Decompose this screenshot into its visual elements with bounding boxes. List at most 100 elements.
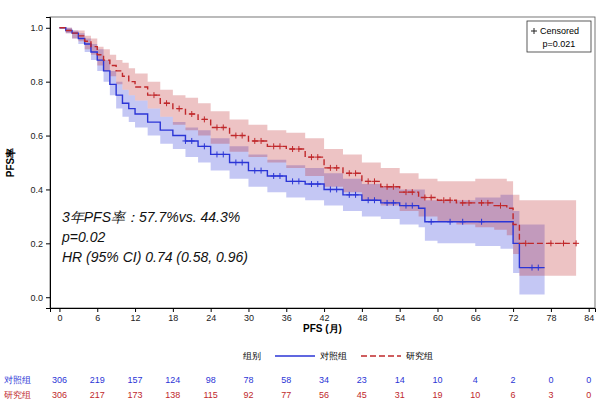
risk-count: 157: [128, 375, 143, 385]
x-axis: 0612182430364248546066727884: [51, 308, 596, 323]
risk-count: 56: [319, 390, 329, 400]
x-tick: 72: [509, 308, 519, 323]
x-tick-mark: [248, 308, 249, 312]
censor-mark: [422, 195, 428, 201]
y-axis-line: [46, 18, 51, 309]
x-tick: 0: [57, 308, 62, 323]
censor-mark: [353, 192, 359, 198]
censor-mark: [201, 143, 207, 149]
censor-mark: [403, 189, 409, 195]
y-tick-label: 0.4: [30, 185, 43, 195]
censor-mark: [277, 173, 283, 179]
x-tick-mark: [513, 308, 514, 312]
y-tick-label: 0.2: [30, 239, 43, 249]
x-axis-line: [51, 309, 596, 313]
risk-count: 45: [357, 390, 367, 400]
annotation: p=0.02: [61, 229, 105, 245]
censor-mark: [497, 203, 503, 209]
chart: 06121824303642485460667278840.00.20.40.6…: [0, 0, 614, 416]
censor-mark: [271, 173, 277, 179]
x-tick-label: 24: [206, 313, 216, 323]
x-tick: 24: [206, 308, 216, 323]
risk-count: 4: [473, 375, 478, 385]
risk-count: 219: [90, 375, 105, 385]
x-tick-label: 36: [282, 313, 292, 323]
risk-count: 10: [470, 390, 480, 400]
x-tick-label: 54: [395, 313, 405, 323]
x-tick: 6: [95, 308, 100, 323]
x-tick-mark: [173, 308, 174, 312]
y-tick-label: 0.6: [30, 131, 43, 141]
y-tick: 1.0: [30, 23, 50, 33]
y-tick: 0.2: [30, 239, 50, 249]
x-tick-label: 42: [320, 313, 330, 323]
censor-mark: [384, 184, 390, 190]
risk-count: 2: [511, 375, 516, 385]
censor-mark: [239, 160, 245, 166]
y-axis: 0.00.20.40.60.81.0: [30, 18, 50, 309]
x-tick: 48: [357, 308, 367, 323]
censor-legend-label: Censored: [540, 26, 579, 36]
risk-count: 19: [432, 390, 442, 400]
risk-count: 124: [165, 375, 180, 385]
y-tick-mark: [46, 243, 50, 244]
x-tick-mark: [589, 308, 590, 312]
y-tick-mark: [46, 136, 50, 137]
censor-mark: [409, 203, 415, 209]
censor-mark: [479, 200, 485, 206]
risk-count: 78: [243, 375, 253, 385]
censor-mark: [189, 138, 195, 144]
censor-mark: [390, 184, 396, 190]
risk-row-label: 研究组: [4, 390, 31, 400]
censor-mark: [220, 151, 226, 157]
risk-count: 23: [357, 375, 367, 385]
censor-mark: [428, 219, 434, 225]
censor-mark: [334, 165, 340, 171]
x-tick: 30: [244, 308, 254, 323]
legend: 组别对照组研究组: [243, 351, 433, 361]
risk-count: 92: [243, 390, 253, 400]
censor-mark: [428, 195, 434, 201]
censor-mark: [447, 219, 453, 225]
x-tick-label: 60: [433, 313, 443, 323]
x-tick-label: 84: [584, 313, 594, 323]
censor-mark: [403, 203, 409, 209]
censor-mark: [308, 181, 314, 187]
survival-line: [59, 28, 544, 268]
censor-mark: [371, 178, 377, 184]
censor-mark: [548, 240, 554, 246]
x-tick: 42: [320, 308, 330, 323]
x-tick-mark: [551, 308, 552, 312]
censor-mark: [327, 186, 333, 192]
censor-mark: [573, 240, 579, 246]
x-tick-mark: [286, 308, 287, 312]
y-tick-label: 0.8: [30, 77, 43, 87]
x-tick-label: 66: [471, 313, 481, 323]
risk-count: 0: [586, 375, 591, 385]
censor-mark: [390, 200, 396, 206]
x-tick-label: 78: [546, 313, 556, 323]
x-tick-mark: [135, 308, 136, 312]
annotation: 3年PFS率：57.7%vs. 44.3%: [62, 209, 240, 225]
x-tick-label: 0: [57, 313, 62, 323]
censor-mark: [277, 143, 283, 149]
legend-title: 组别: [243, 351, 261, 361]
y-tick-mark: [46, 297, 50, 298]
censor-mark: [485, 200, 491, 206]
censor-legend-box: [527, 21, 591, 52]
censor-mark: [252, 168, 258, 174]
plot-frame: [50, 17, 595, 308]
censor-mark: [239, 133, 245, 139]
y-tick: 0.6: [30, 131, 50, 141]
x-tick-mark: [97, 308, 98, 312]
risk-count: 3: [548, 390, 553, 400]
censor-mark: [346, 192, 352, 198]
censor-mark: [296, 146, 302, 152]
censor-mark: [201, 116, 207, 122]
y-tick-label: 1.0: [30, 23, 43, 33]
y-tick: 0.8: [30, 77, 50, 87]
risk-row-label: 对照组: [4, 375, 31, 385]
censor-mark: [334, 186, 340, 192]
risk-count: 34: [319, 375, 329, 385]
risk-count: 10: [432, 375, 442, 385]
